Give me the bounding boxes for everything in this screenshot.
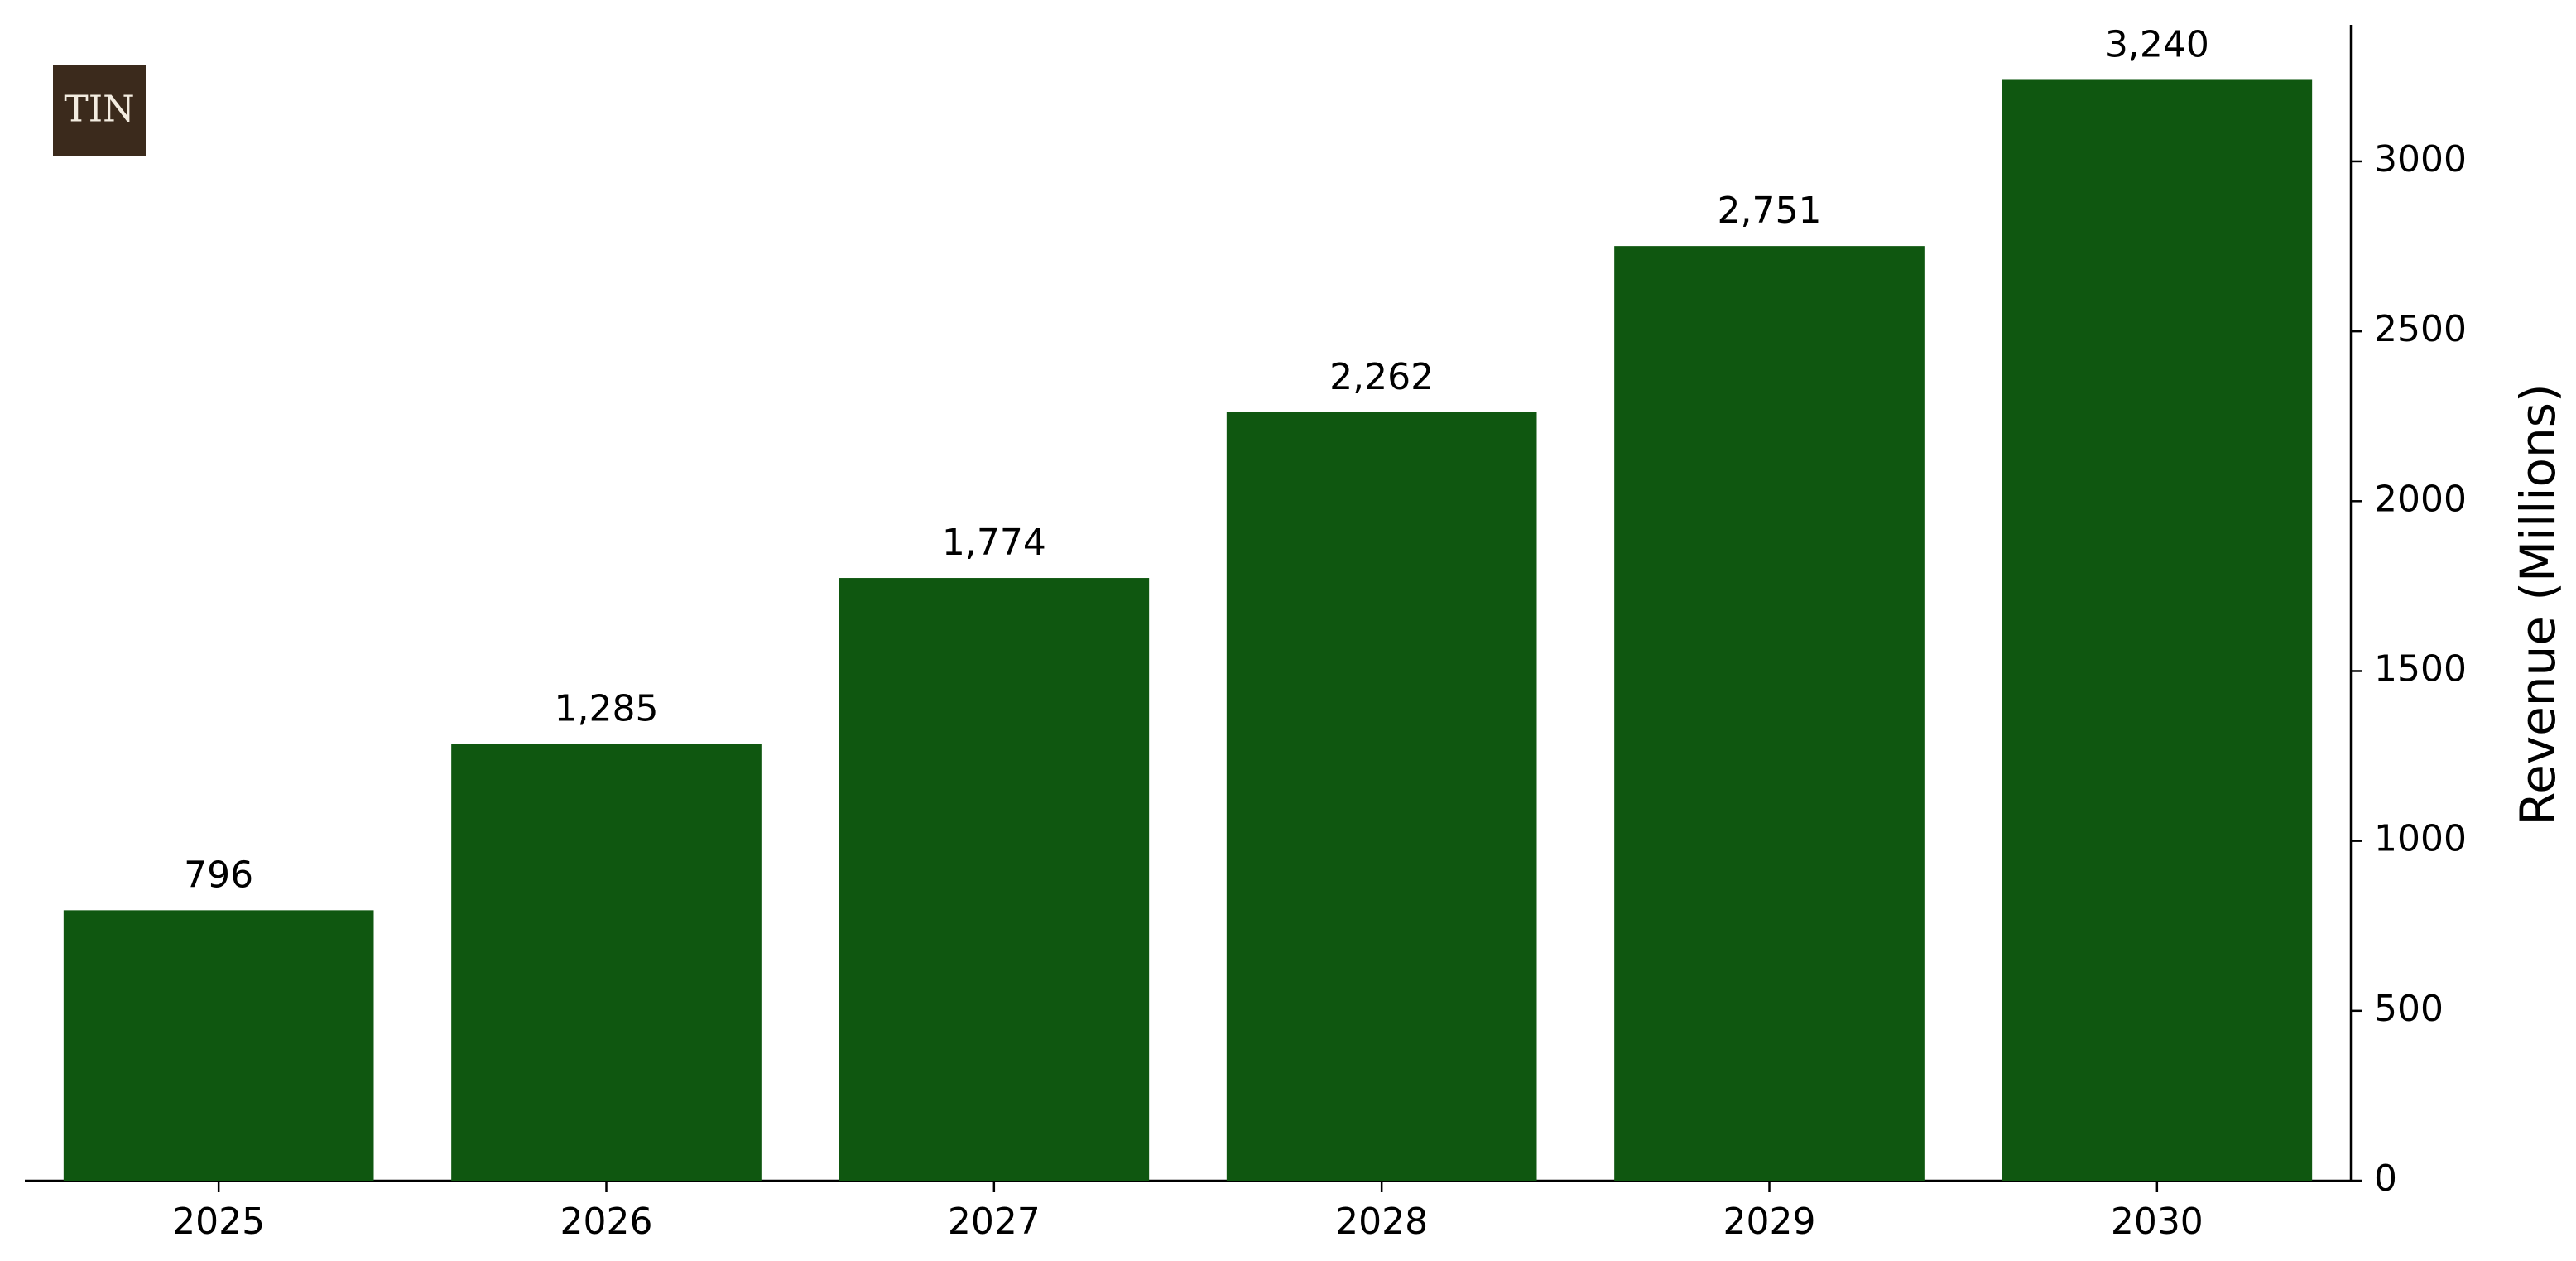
y-tick-label: 1500 bbox=[2374, 647, 2467, 690]
y-axis-label: Revenue (Millions) bbox=[2510, 383, 2566, 825]
logo-text: TIN bbox=[64, 89, 134, 131]
value-label: 2,262 bbox=[1329, 356, 1434, 398]
x-tick-label: 2027 bbox=[948, 1201, 1040, 1243]
value-label: 2,751 bbox=[1718, 190, 1822, 232]
value-label: 1,285 bbox=[555, 688, 659, 730]
x-tick-label: 2026 bbox=[560, 1201, 653, 1243]
y-tick-label: 2000 bbox=[2374, 478, 2467, 520]
x-tick-label: 2029 bbox=[1723, 1201, 1816, 1243]
logo-box bbox=[53, 65, 146, 156]
value-label: 1,774 bbox=[942, 522, 1046, 564]
y-tick-label: 0 bbox=[2374, 1158, 2397, 1200]
y-tick-label: 3000 bbox=[2374, 138, 2467, 180]
bar bbox=[63, 910, 374, 1181]
x-tick-label: 2025 bbox=[172, 1201, 265, 1243]
value-label: 796 bbox=[184, 854, 253, 896]
bar bbox=[1614, 246, 1925, 1182]
y-tick-label: 500 bbox=[2374, 988, 2444, 1030]
x-tick-label: 2030 bbox=[2111, 1201, 2204, 1243]
value-label: 3,240 bbox=[2105, 23, 2209, 65]
bar bbox=[451, 744, 762, 1181]
bar bbox=[2002, 79, 2313, 1181]
bar bbox=[1226, 412, 1537, 1181]
y-tick-label: 1000 bbox=[2374, 818, 2467, 860]
y-tick-label: 2500 bbox=[2374, 308, 2467, 350]
x-tick-label: 2028 bbox=[1335, 1201, 1428, 1243]
bar bbox=[839, 578, 1150, 1181]
